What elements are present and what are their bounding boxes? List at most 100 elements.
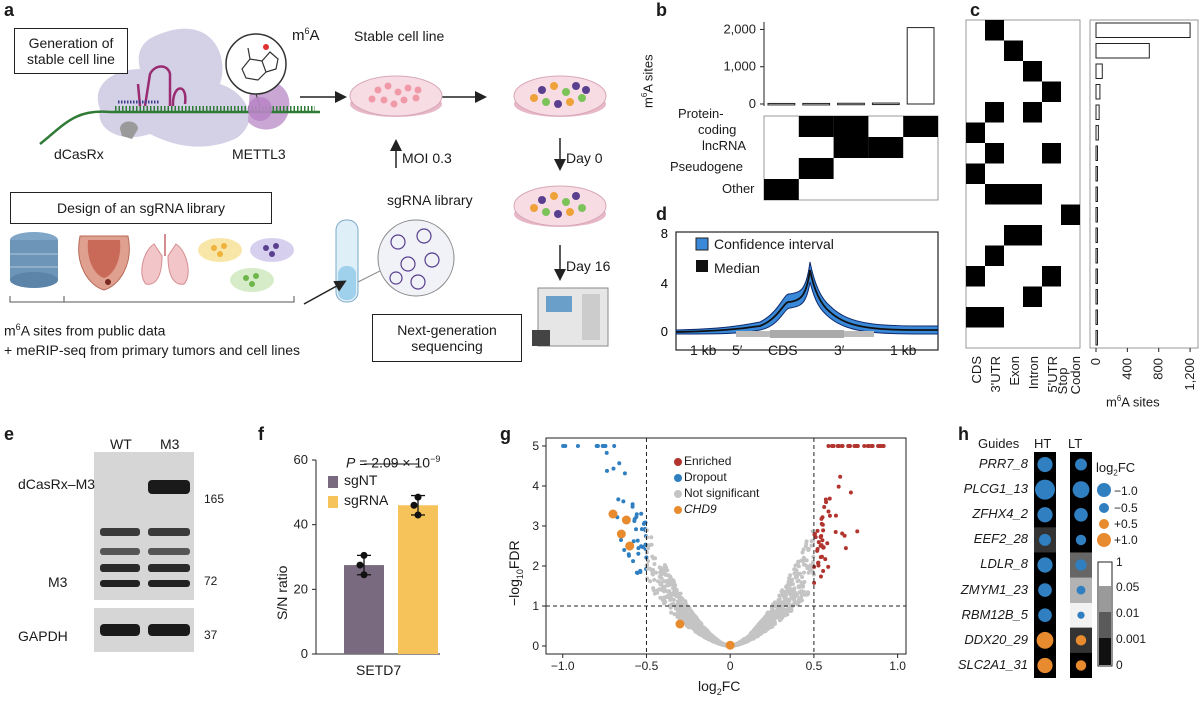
g-point [843,546,848,551]
c-col-label-5: Stop Codon [1054,356,1083,395]
legend-median: Median [714,260,760,276]
c-cell-10-2 [1004,225,1023,246]
g-point-capped [876,444,881,448]
g-point [762,623,767,628]
c-col-label-0: CDS [968,356,984,384]
g-point [788,582,793,587]
g-point [780,607,785,612]
b-bar-1 [802,102,831,106]
g-point [855,529,860,534]
g-ytick-4: 4 [532,479,539,493]
c-cell-14-0 [966,307,985,328]
g-point [690,621,695,626]
g-point [635,538,640,543]
panel-b-row-lncrna: lncRNA [702,138,747,153]
g-point [631,539,636,544]
h-dot-4-0 [1037,557,1053,573]
g-point [821,568,826,573]
g-point [776,598,781,603]
g-point-capped [862,444,867,448]
dcasrx-mettl3-illustration [39,28,320,147]
g-point [805,590,810,595]
col-m3: M3 [160,436,180,452]
blot-main [94,452,194,600]
b-ytick-2: 2,000 [723,21,756,36]
c-cell-6-4 [1042,143,1061,164]
g-point [827,496,832,501]
g-point [651,567,656,572]
g-chd9-point-0 [608,509,618,519]
h-size-2: −0.5 [1114,501,1138,515]
g-point [802,592,807,597]
g-point [751,629,756,634]
g-ytick-1: 1 [532,599,539,613]
h-row-label: PLCG1_13 [963,481,1028,497]
g-point [800,584,805,589]
g-point [658,595,663,600]
f-point-1-1 [410,501,418,509]
h-row-label: SLC2A1_31 [957,656,1028,672]
c-bar-4 [1095,104,1100,120]
g-xtick-1: −0.5 [635,659,659,673]
library-plasmids [389,228,440,290]
g-point [775,615,780,620]
g-point [630,504,635,509]
generation-line2: stable cell line [27,51,115,67]
h-dot-5-0 [1038,583,1052,597]
dcasrx-grey-domain [120,121,138,139]
g-point [688,616,693,621]
g-point [662,579,667,584]
legend-swatch-sgnt [328,476,338,488]
panel-b-ylabel: m6A sites [640,54,656,108]
h-row-label: PRR7_8 [978,456,1028,471]
g-point [701,633,706,638]
bladder-tumor-icon [78,235,130,291]
g-chd9-point-4 [675,619,685,629]
c-cell-11-1 [985,245,1004,266]
panel-g-chart: −1.0 −0.5 0 0.5 1.0 0 1 2 3 4 5 [532,437,907,673]
panel-label-f: f [258,424,264,444]
legend-swatch-sgrna [328,496,338,508]
g-point [622,471,627,476]
f-ytick-2: 40 [294,517,308,532]
h-dot-7-1 [1075,635,1087,646]
g-point [842,533,847,538]
g-point [788,577,793,582]
c-cell-8-3 [1023,184,1042,205]
g-point [664,595,669,600]
sources-illustration [9,232,347,305]
g-point [774,604,779,609]
panel-b-row-pseudogene: Pseudogene [670,159,744,174]
c-bar-12 [1095,268,1098,284]
ci-band [675,261,939,335]
panel-d-chart: 8 4 0 [661,226,939,351]
g-point [772,617,777,622]
c-bar-2 [1095,63,1103,79]
legend-ci: Confidence interval [714,236,834,252]
h-dot-3-0 [1039,533,1051,546]
c-bar-15 [1095,330,1098,346]
g-point [701,625,706,630]
day0-dish [513,185,607,227]
g-point-capped [846,444,851,448]
day0-label: Day 0 [566,150,603,166]
g-point [800,575,805,580]
g-point [632,517,637,522]
g-point [772,620,777,625]
g-ytick-3: 3 [532,519,539,533]
panel-c-xlabel: m6A sites [1106,394,1160,410]
c-cell-0-1 [985,20,1004,41]
g-point [809,543,814,548]
b-cell-0-1 [798,116,834,137]
b-cell-1-2 [833,137,869,158]
g-chd9-point-1 [621,515,631,525]
row-gapdh: GAPDH [18,628,68,644]
panel-label-d: d [656,204,667,224]
g-point [801,562,806,567]
g-point [645,535,650,540]
legend-enriched: Enriched [684,454,732,468]
seg-5p: 5′ [732,342,743,358]
c-cell-4-1 [985,102,1004,123]
g-point [639,511,644,516]
b-cell-1-3 [868,137,904,158]
